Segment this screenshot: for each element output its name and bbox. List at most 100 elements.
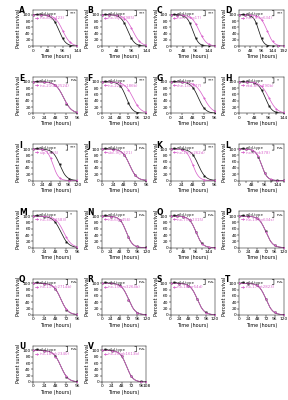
Text: n.s.: n.s. bbox=[70, 347, 78, 351]
Legend: wild-type, inx-8(ga423): wild-type, inx-8(ga423) bbox=[35, 12, 65, 20]
Legend: wild-type, inx-19(ky634s): wild-type, inx-19(ky634s) bbox=[241, 213, 274, 222]
Text: ***: *** bbox=[208, 146, 214, 150]
Text: K: K bbox=[156, 141, 162, 150]
Y-axis label: Percent survival: Percent survival bbox=[222, 277, 227, 316]
Legend: wild-type, inx-11(ok2714b): wild-type, inx-11(ok2714b) bbox=[35, 280, 72, 289]
Legend: wild-type, inx-22(tm186b): wild-type, inx-22(tm186b) bbox=[104, 79, 139, 88]
Text: I: I bbox=[19, 141, 22, 150]
X-axis label: Time (hours): Time (hours) bbox=[108, 121, 140, 126]
Text: E: E bbox=[19, 74, 24, 82]
Legend: wild-type, inx-15(tm3264b): wild-type, inx-15(tm3264b) bbox=[104, 280, 141, 289]
Text: n.s.: n.s. bbox=[139, 213, 146, 217]
Text: V: V bbox=[88, 342, 94, 351]
Text: n.s.: n.s. bbox=[276, 213, 284, 217]
X-axis label: Time (hours): Time (hours) bbox=[246, 54, 277, 59]
Y-axis label: Percent survival: Percent survival bbox=[222, 76, 227, 115]
Text: n.s.: n.s. bbox=[139, 280, 146, 284]
Y-axis label: Percent survival: Percent survival bbox=[16, 344, 21, 384]
Legend: wild-type, inx-6(jn456): wild-type, inx-6(jn456) bbox=[104, 213, 132, 222]
Y-axis label: Percent survival: Percent survival bbox=[85, 210, 90, 249]
Legend: wild-type, inx-3(ok1583): wild-type, inx-3(ok1583) bbox=[35, 213, 67, 222]
X-axis label: Time (hours): Time (hours) bbox=[177, 256, 209, 260]
X-axis label: Time (hours): Time (hours) bbox=[177, 121, 209, 126]
X-axis label: Time (hours): Time (hours) bbox=[40, 256, 71, 260]
Text: ***: *** bbox=[70, 146, 77, 150]
Text: S: S bbox=[156, 275, 162, 284]
Text: n.s.: n.s. bbox=[208, 213, 215, 217]
Text: N: N bbox=[88, 208, 94, 217]
X-axis label: Time (hours): Time (hours) bbox=[40, 323, 71, 328]
Y-axis label: Percent survival: Percent survival bbox=[85, 76, 90, 115]
X-axis label: Time (hours): Time (hours) bbox=[246, 188, 277, 193]
Y-axis label: Percent survival: Percent survival bbox=[222, 210, 227, 249]
Legend: wild-type, inx-18(ok2340): wild-type, inx-18(ok2340) bbox=[35, 348, 69, 356]
Text: n.s.: n.s. bbox=[276, 146, 284, 150]
Text: R: R bbox=[88, 275, 94, 284]
Y-axis label: Percent survival: Percent survival bbox=[16, 210, 21, 249]
Legend: wild-type, inx-20(ok1613b): wild-type, inx-20(ok1613b) bbox=[104, 348, 141, 356]
Text: *: * bbox=[70, 213, 73, 217]
Text: n.s.: n.s. bbox=[70, 280, 78, 284]
Text: ***: *** bbox=[70, 11, 77, 15]
X-axis label: Time (hours): Time (hours) bbox=[246, 121, 277, 126]
Legend: wild-type, inx-19(ky634): wild-type, inx-19(ky634) bbox=[241, 12, 272, 20]
Y-axis label: Percent survival: Percent survival bbox=[85, 344, 90, 384]
X-axis label: Time (hours): Time (hours) bbox=[246, 323, 277, 328]
X-axis label: Time (hours): Time (hours) bbox=[40, 54, 71, 59]
Y-axis label: Percent survival: Percent survival bbox=[16, 277, 21, 316]
Text: C: C bbox=[156, 6, 162, 15]
Y-axis label: Percent survival: Percent survival bbox=[222, 8, 227, 48]
Text: ***: *** bbox=[208, 11, 214, 15]
Legend: wild-type, inx-14(ag17): wild-type, inx-14(ag17) bbox=[173, 12, 202, 20]
Text: M: M bbox=[19, 208, 27, 217]
Text: n.s.: n.s. bbox=[139, 347, 146, 351]
Text: ***: *** bbox=[139, 11, 145, 15]
Y-axis label: Percent survival: Percent survival bbox=[16, 143, 21, 182]
Text: *: * bbox=[276, 78, 279, 82]
Legend: wild-type, ulp-1(ot5): wild-type, ulp-1(ot5) bbox=[35, 146, 59, 155]
Text: n.s.: n.s. bbox=[208, 280, 215, 284]
Text: ***: *** bbox=[208, 78, 214, 82]
Text: Q: Q bbox=[19, 275, 25, 284]
Legend: wild-type, inx-2(ok378): wild-type, inx-2(ok378) bbox=[241, 146, 270, 155]
Text: n.s.: n.s. bbox=[276, 280, 284, 284]
Y-axis label: Percent survival: Percent survival bbox=[154, 210, 159, 249]
Text: n.s.: n.s. bbox=[139, 146, 146, 150]
Y-axis label: Percent survival: Percent survival bbox=[85, 277, 90, 316]
Text: T: T bbox=[225, 275, 230, 284]
X-axis label: Time (hours): Time (hours) bbox=[40, 121, 71, 126]
Y-axis label: Percent survival: Percent survival bbox=[85, 8, 90, 48]
Text: D: D bbox=[225, 6, 232, 15]
Text: L: L bbox=[225, 141, 230, 150]
X-axis label: Time (hours): Time (hours) bbox=[177, 54, 209, 59]
Y-axis label: Percent survival: Percent survival bbox=[85, 143, 90, 182]
Legend: wild-type, inx-21(ok2524): wild-type, inx-21(ok2524) bbox=[35, 79, 69, 88]
Legend: wild-type, inx-16(or54d): wild-type, inx-16(or54d) bbox=[173, 280, 203, 289]
Legend: wild-type, inx-7(ok2315): wild-type, inx-7(ok2315) bbox=[173, 213, 204, 222]
Y-axis label: Percent survival: Percent survival bbox=[154, 8, 159, 48]
Legend: wild-type, inx-9(pk2985): wild-type, inx-9(pk2985) bbox=[104, 12, 135, 20]
Text: H: H bbox=[225, 74, 232, 82]
Y-axis label: Percent survival: Percent survival bbox=[16, 76, 21, 115]
Legend: wild-type, ubc-9(jn321): wild-type, ubc-9(jn321) bbox=[104, 146, 133, 155]
X-axis label: Time (hours): Time (hours) bbox=[108, 188, 140, 193]
X-axis label: Time (hours): Time (hours) bbox=[108, 323, 140, 328]
Y-axis label: Percent survival: Percent survival bbox=[222, 143, 227, 182]
Text: ***: *** bbox=[139, 78, 145, 82]
Text: n.s.: n.s. bbox=[70, 78, 78, 82]
Text: U: U bbox=[19, 342, 25, 351]
X-axis label: Time (hours): Time (hours) bbox=[108, 256, 140, 260]
Text: B: B bbox=[88, 6, 93, 15]
Text: F: F bbox=[88, 74, 93, 82]
X-axis label: Time (hours): Time (hours) bbox=[40, 390, 71, 395]
X-axis label: Time (hours): Time (hours) bbox=[177, 188, 209, 193]
Legend: wild-type, nkd-8(sa790b): wild-type, nkd-8(sa790b) bbox=[241, 79, 274, 88]
Legend: wild-type, inx-17(ot2823): wild-type, inx-17(ot2823) bbox=[241, 280, 275, 289]
X-axis label: Time (hours): Time (hours) bbox=[108, 390, 140, 395]
Legend: wild-type, inx-13(jn262d): wild-type, inx-13(jn262d) bbox=[173, 146, 206, 155]
Y-axis label: Percent survival: Percent survival bbox=[16, 8, 21, 48]
Legend: wild-type, che-1(ot377): wild-type, che-1(ot377) bbox=[173, 79, 202, 88]
Text: A: A bbox=[19, 6, 25, 15]
Y-axis label: Percent survival: Percent survival bbox=[154, 143, 159, 182]
X-axis label: Time (hours): Time (hours) bbox=[177, 323, 209, 328]
